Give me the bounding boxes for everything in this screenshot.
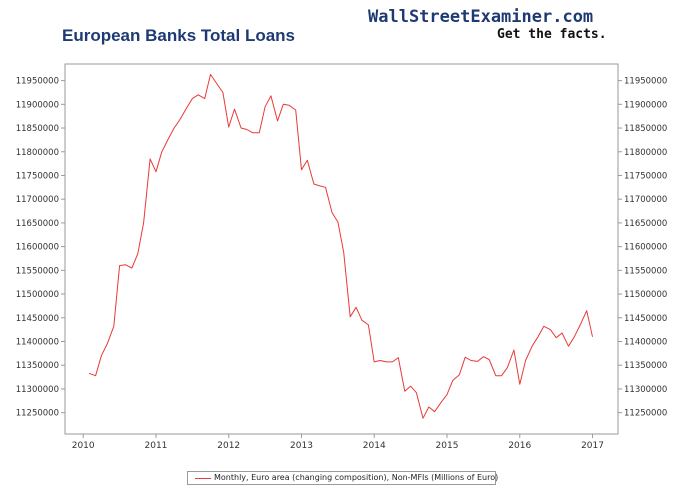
y-tick-label-right: 11250000 — [624, 409, 667, 419]
x-tick-label: 2013 — [290, 441, 313, 451]
y-tick-label-left: 11850000 — [16, 124, 59, 134]
y-tick-label-left: 11650000 — [16, 219, 59, 229]
y-tick-label-right: 11950000 — [624, 77, 667, 87]
y-tick-label-left: 11800000 — [16, 148, 59, 158]
y-tick-label-right: 11400000 — [624, 338, 667, 348]
y-tick-label-left: 11400000 — [16, 338, 59, 348]
y-tick-label-left: 11500000 — [16, 290, 59, 300]
y-axis-right: 11250000 11300000 11350000 11400000 11450000… — [618, 77, 667, 419]
legend-label: Monthly, Euro area (changing composition… — [214, 473, 499, 482]
x-tick-label: 2011 — [145, 441, 168, 451]
y-tick-label-left: 11950000 — [16, 77, 59, 87]
y-tick-label-left: 11600000 — [16, 243, 59, 253]
y-tick-label-left: 11700000 — [16, 195, 59, 205]
y-tick-label-right: 11300000 — [624, 385, 667, 395]
x-axis: 2010 2011 2012 2013 2014 2015 2016 2017 — [72, 434, 604, 451]
x-tick-label: 2016 — [508, 441, 531, 451]
y-tick-label-left: 11250000 — [16, 409, 59, 419]
y-tick-label-right: 11850000 — [624, 124, 667, 134]
y-tick-label-right: 11450000 — [624, 314, 667, 324]
y-tick-label-right: 11500000 — [624, 290, 667, 300]
y-tick-label-right: 11750000 — [624, 171, 667, 181]
chart-title: European Banks Total Loans — [62, 26, 296, 45]
brand-logo-text: WallStreetExaminer.com — [368, 7, 594, 27]
series-layer — [88, 73, 593, 419]
legend-swatch — [195, 478, 211, 479]
y-tick-label-right: 11800000 — [624, 148, 667, 158]
x-tick-label: 2015 — [436, 441, 459, 451]
plot-area-frame — [64, 63, 619, 435]
brand-tagline: Get the facts. — [497, 27, 607, 42]
x-tick-label: 2014 — [363, 441, 386, 451]
y-tick-label-right: 11700000 — [624, 195, 667, 205]
y-tick-label-right: 11600000 — [624, 243, 667, 253]
y-axis-left: 11250000 11300000 11350000 11400000 11450000… — [16, 77, 65, 419]
y-tick-label-left: 11550000 — [16, 266, 59, 276]
y-tick-label-left: 11750000 — [16, 171, 59, 181]
series-line — [88, 73, 593, 419]
x-tick-label: 2012 — [217, 441, 240, 451]
y-tick-label-left: 11350000 — [16, 361, 59, 371]
y-tick-label-right: 11550000 — [624, 266, 667, 276]
y-tick-label-left: 11900000 — [16, 100, 59, 110]
y-tick-label-right: 11900000 — [624, 100, 667, 110]
x-tick-label: 2017 — [581, 441, 604, 451]
y-tick-label-left: 11450000 — [16, 314, 59, 324]
y-tick-label-left: 11300000 — [16, 385, 59, 395]
x-tick-label: 2010 — [72, 441, 95, 451]
y-tick-label-right: 11650000 — [624, 219, 667, 229]
y-tick-label-right: 11350000 — [624, 361, 667, 371]
legend: Monthly, Euro area (changing composition… — [187, 471, 499, 485]
